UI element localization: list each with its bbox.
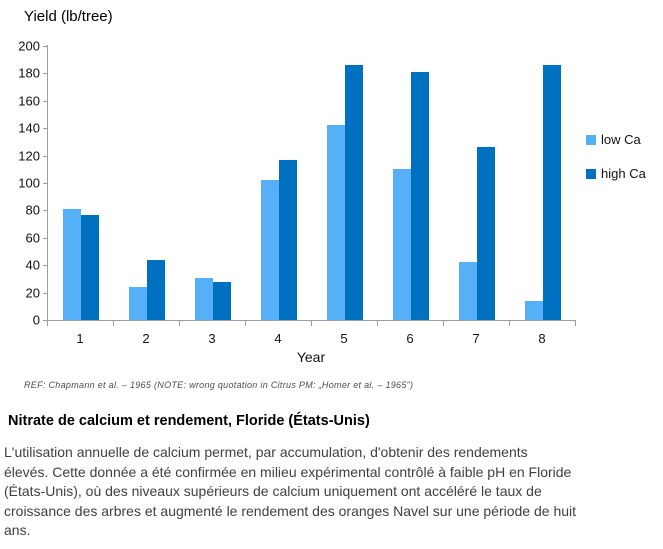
bar-low-ca — [327, 125, 345, 320]
y-axis-labels: 0 20 40 60 80 100 120 140 160 180 200 — [0, 39, 40, 328]
y-tick-mark — [43, 46, 47, 47]
x-tick-mark — [245, 321, 246, 326]
y-tick-label: 180 — [18, 65, 40, 81]
x-tick-mark — [113, 321, 114, 326]
y-tick-label: 100 — [18, 175, 40, 191]
legend-label: low Ca — [601, 132, 641, 147]
y-tick-mark — [43, 155, 47, 157]
x-tick-label: 2 — [142, 331, 150, 346]
bar-group-year-2 — [114, 46, 180, 320]
y-tick-mark — [43, 183, 47, 184]
x-tick-label: 5 — [340, 331, 348, 346]
article-body: L'utilisation annuelle de calcium permet… — [4, 444, 577, 538]
bar-group-year-1 — [48, 46, 114, 320]
x-tick-mark — [311, 321, 312, 326]
bar-high-ca — [147, 260, 165, 320]
bar-low-ca — [195, 278, 213, 320]
x-tick-label: 4 — [274, 331, 282, 346]
bar-group-year-7 — [444, 46, 510, 320]
y-tick-label: 40 — [25, 257, 40, 273]
x-axis-labels: 1 2 3 4 5 6 7 8 — [47, 331, 575, 346]
y-tick-mark — [43, 237, 47, 239]
y-tick-label: 160 — [18, 93, 40, 109]
y-tick-label: 60 — [25, 230, 40, 246]
y-tick-label: 140 — [18, 120, 40, 136]
article-heading: Nitrate de calcium et rendement, Floride… — [8, 413, 370, 429]
bar-low-ca — [459, 262, 477, 320]
legend-item-low-ca: low Ca — [586, 132, 646, 147]
legend: low Ca high Ca — [586, 132, 646, 200]
y-tick-mark — [43, 100, 47, 102]
bar-low-ca — [393, 169, 411, 320]
x-tick-mark — [179, 321, 180, 326]
x-tick-label: 6 — [406, 331, 414, 346]
legend-label: high Ca — [601, 166, 646, 181]
legend-item-high-ca: high Ca — [586, 166, 646, 181]
bar-group-year-5 — [312, 46, 378, 320]
y-tick-label: 120 — [18, 148, 40, 164]
x-tick-label: 7 — [472, 331, 480, 346]
bar-low-ca — [129, 287, 147, 320]
x-tick-label: 8 — [538, 331, 546, 346]
bar-low-ca — [63, 209, 81, 320]
chart-title: Yield (lb/tree) — [24, 8, 113, 25]
y-tick-label: 80 — [25, 202, 40, 218]
reference-note: REF: Chapmann et al. – 1965 (NOTE: wrong… — [24, 380, 414, 390]
bar-group-year-4 — [246, 46, 312, 320]
legend-swatch-icon — [586, 134, 596, 145]
bar-low-ca — [261, 180, 279, 320]
y-tick-mark — [43, 292, 47, 294]
bar-high-ca — [543, 65, 561, 320]
x-tick-label: 3 — [208, 331, 216, 346]
bar-high-ca — [213, 282, 231, 320]
y-tick-label: 0 — [32, 312, 40, 328]
x-tick-label: 1 — [76, 331, 84, 346]
x-axis-title: Year — [296, 349, 326, 365]
y-axis-line — [47, 45, 48, 321]
legend-swatch-icon — [586, 168, 596, 179]
bar-high-ca — [345, 65, 363, 320]
bar-group-year-8 — [510, 46, 576, 320]
bar-high-ca — [411, 72, 429, 320]
x-tick-mark — [575, 321, 576, 326]
y-tick-mark — [43, 128, 47, 130]
plot-area — [48, 46, 576, 320]
x-axis-line — [43, 320, 576, 321]
y-tick-label: 200 — [18, 38, 40, 54]
y-tick-mark — [43, 73, 47, 75]
y-tick-mark — [43, 210, 47, 212]
bar-low-ca — [525, 301, 543, 320]
y-tick-mark — [43, 265, 47, 267]
y-tick-label: 20 — [25, 285, 40, 301]
x-tick-mark — [47, 321, 48, 326]
bar-group-year-6 — [378, 46, 444, 320]
bar-high-ca — [81, 215, 99, 320]
x-tick-mark — [509, 321, 510, 326]
bar-group-year-3 — [180, 46, 246, 320]
bar-high-ca — [279, 160, 297, 320]
x-tick-mark — [443, 321, 444, 326]
bar-high-ca — [477, 147, 495, 320]
x-tick-mark — [377, 321, 378, 326]
